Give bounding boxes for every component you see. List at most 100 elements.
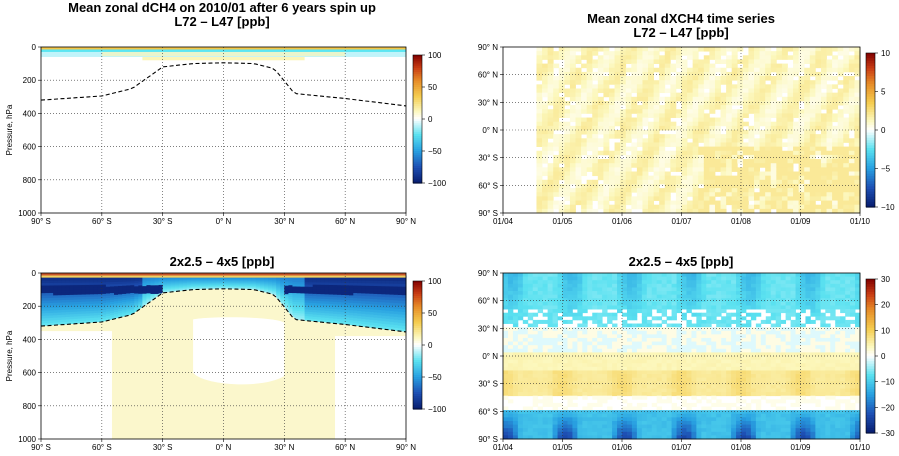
- heatmap-cell: [575, 47, 582, 52]
- heatmap-cell: [385, 310, 391, 314]
- heatmap-cell: [703, 154, 710, 160]
- heatmap-cell: [642, 117, 649, 123]
- heatmap-cell: [804, 121, 811, 127]
- heatmap-cell: [781, 196, 788, 201]
- heatmap-cell: [620, 159, 627, 164]
- heatmap-cell: [620, 130, 627, 135]
- heatmap-cell: [345, 322, 350, 326]
- heatmap-cell: [517, 345, 524, 350]
- heatmap-cell: [625, 51, 632, 56]
- heatmap-cell: [567, 381, 573, 386]
- heatmap-cell: [742, 88, 749, 94]
- heatmap-cell: [826, 171, 833, 177]
- heatmap-cell: [731, 63, 738, 69]
- heatmap-cell: [636, 125, 643, 131]
- heatmap-cell: [522, 356, 529, 361]
- heatmap-cell: [572, 384, 578, 389]
- panel2-title: Mean zonal dXCH4 time series L72 – L47 […: [503, 12, 859, 40]
- heatmap-cell: [231, 283, 237, 285]
- heatmap-cell: [537, 388, 544, 393]
- heatmap-cell: [765, 100, 772, 106]
- heatmap-cell: [843, 171, 850, 177]
- heatmap-cell: [592, 183, 599, 189]
- heatmap-cell: [854, 196, 861, 201]
- heatmap-cell: [720, 188, 727, 193]
- heatmap-cell: [776, 117, 783, 123]
- heatmap-cell: [832, 196, 839, 201]
- heatmap-cell: [843, 163, 850, 168]
- heatmap-cell: [97, 291, 103, 295]
- colorbar-segment: [413, 155, 422, 158]
- heatmap-cell: [848, 183, 855, 189]
- heatmap-cell: [815, 59, 822, 64]
- heatmap-cell: [77, 318, 83, 322]
- heatmap-cell: [304, 286, 310, 290]
- heatmap-cell: [182, 287, 188, 289]
- heatmap-cell: [620, 113, 627, 118]
- heatmap-cell: [636, 150, 643, 156]
- heatmap-cell: [631, 84, 638, 89]
- heatmap-cell: [826, 109, 833, 114]
- heatmap-cell: [854, 204, 861, 210]
- heatmap-cell: [614, 208, 621, 214]
- heatmap-cell: [642, 138, 649, 143]
- heatmap-cell: [603, 200, 610, 206]
- heatmap-cell: [687, 200, 694, 206]
- heatmap-cell: [581, 130, 588, 135]
- heatmap-cell: [687, 192, 694, 197]
- heatmap-cell: [536, 196, 543, 201]
- heatmap-cell: [848, 146, 855, 152]
- heatmap-cell: [536, 92, 543, 98]
- heatmap-cell: [537, 327, 544, 332]
- colorbar-segment: [413, 153, 422, 156]
- heatmap-cell: [527, 341, 534, 346]
- heatmap-cell: [41, 313, 46, 317]
- heatmap-cell: [130, 296, 135, 300]
- heatmap-cell: [227, 282, 233, 284]
- heatmap-cell: [675, 167, 682, 172]
- heatmap-cell: [174, 278, 180, 280]
- heatmap-cell: [608, 171, 615, 177]
- heatmap-cell: [142, 280, 147, 283]
- heatmap-cell: [703, 183, 710, 189]
- heatmap-cell: [703, 121, 710, 127]
- heatmap-cell: [843, 204, 850, 210]
- heatmap-cell: [577, 305, 583, 310]
- heatmap-cell: [614, 92, 621, 98]
- heatmap-cell: [737, 200, 744, 206]
- heatmap-cell: [567, 431, 573, 436]
- heatmap-cell: [69, 294, 74, 298]
- heatmap-cell: [247, 283, 253, 285]
- heatmap-cell: [146, 296, 151, 298]
- heatmap-cell: [848, 192, 855, 197]
- heatmap-cell: [130, 287, 135, 290]
- heatmap-cell: [130, 291, 135, 294]
- heatmap-cell: [142, 281, 147, 284]
- heatmap-cell: [532, 370, 539, 375]
- heatmap-cell: [292, 310, 297, 314]
- heatmap-cell: [537, 309, 544, 314]
- heatmap-cell: [41, 310, 46, 314]
- heatmap-cell: [826, 92, 833, 98]
- heatmap-cell: [552, 417, 558, 422]
- heatmap-cell: [537, 291, 544, 296]
- heatmap-cell: [517, 417, 524, 422]
- heatmap-cell: [848, 76, 855, 81]
- heatmap-cell: [503, 280, 509, 285]
- heatmap-cell: [517, 316, 524, 321]
- heatmap-cell: [781, 47, 788, 52]
- heatmap-cell: [837, 71, 844, 77]
- heatmap-cell: [793, 67, 800, 73]
- heatmap-cell: [547, 377, 553, 382]
- colorbar-segment: [866, 55, 875, 59]
- heatmap-cell: [577, 392, 583, 397]
- heatmap-cell: [542, 424, 549, 429]
- heatmap-cell: [552, 370, 558, 375]
- heatmap-cell: [569, 59, 576, 64]
- heatmap-cell: [187, 286, 192, 288]
- heatmap-cell: [89, 282, 95, 286]
- heatmap-cell: [227, 278, 233, 280]
- heatmap-cell: [577, 287, 583, 292]
- heatmap-cell: [170, 285, 176, 287]
- heatmap-cell: [577, 334, 583, 339]
